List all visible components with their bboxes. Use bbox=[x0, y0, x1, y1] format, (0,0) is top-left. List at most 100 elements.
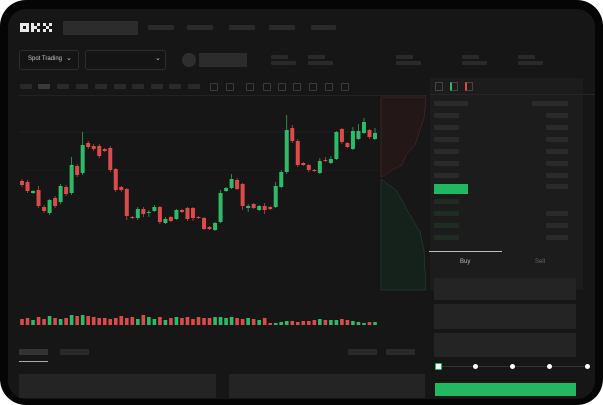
orderbook-both-icon[interactable] bbox=[435, 82, 443, 91]
timeframe-button[interactable] bbox=[151, 84, 163, 89]
candle bbox=[312, 170, 317, 171]
active-tab-underline bbox=[19, 361, 48, 362]
search-placeholder[interactable] bbox=[63, 21, 138, 35]
timeframe-button[interactable] bbox=[57, 84, 69, 89]
volume-bar bbox=[191, 319, 195, 325]
market-type-label: Spot Trading bbox=[28, 56, 63, 62]
candle bbox=[31, 191, 36, 193]
volume-bar bbox=[345, 320, 350, 325]
nav-item[interactable] bbox=[148, 25, 174, 30]
volume-bar bbox=[218, 317, 223, 325]
filter-button[interactable] bbox=[348, 349, 377, 355]
stat-value bbox=[396, 61, 421, 65]
volume-bar bbox=[91, 317, 96, 325]
line-icon[interactable] bbox=[278, 83, 286, 91]
candle bbox=[306, 165, 311, 170]
candle bbox=[53, 198, 58, 206]
candle bbox=[124, 189, 129, 216]
nav-item[interactable] bbox=[187, 25, 213, 30]
tab-open-orders[interactable] bbox=[19, 349, 48, 355]
volume-bar bbox=[136, 319, 140, 325]
filter-button[interactable] bbox=[386, 349, 415, 355]
timeframe-button[interactable] bbox=[114, 84, 126, 89]
timeframe-button[interactable] bbox=[76, 84, 88, 89]
ask-price[interactable] bbox=[434, 125, 459, 130]
candle bbox=[135, 209, 140, 218]
market-type-dropdown[interactable]: Spot Trading ⌄ bbox=[19, 50, 79, 70]
volume-bar bbox=[64, 318, 68, 325]
buy-submit-button[interactable] bbox=[435, 383, 576, 396]
pair-dropdown[interactable]: ⌄ bbox=[85, 50, 166, 70]
candle bbox=[328, 159, 333, 163]
volume-bar bbox=[75, 316, 79, 325]
nav-item[interactable] bbox=[229, 25, 255, 30]
chevron-down-icon: ⌄ bbox=[155, 55, 161, 62]
candle bbox=[185, 208, 190, 219]
ask-price[interactable] bbox=[434, 173, 459, 178]
volume-bar bbox=[373, 322, 377, 325]
slider-stop[interactable] bbox=[472, 363, 478, 369]
volume-bar bbox=[152, 319, 157, 325]
candle bbox=[218, 193, 223, 222]
ask-amount bbox=[546, 173, 568, 178]
ask-amount bbox=[546, 125, 568, 130]
volume-bar bbox=[279, 322, 284, 325]
ask-price[interactable] bbox=[434, 161, 459, 166]
bid-price[interactable] bbox=[434, 223, 459, 228]
stat-value bbox=[518, 61, 543, 65]
timeframe-button[interactable] bbox=[20, 84, 32, 89]
bid-price[interactable] bbox=[434, 199, 459, 204]
ruler-icon[interactable] bbox=[293, 83, 301, 91]
volume-bar bbox=[273, 323, 278, 325]
assets-card bbox=[229, 374, 425, 398]
stat-label bbox=[396, 55, 413, 59]
volume-bar bbox=[47, 316, 52, 325]
timeframe-button[interactable] bbox=[132, 84, 144, 89]
timeframe-button[interactable] bbox=[38, 84, 50, 89]
volume-bar bbox=[307, 321, 311, 325]
indicator-icon[interactable] bbox=[210, 83, 218, 91]
tab-buy[interactable]: Buy bbox=[460, 259, 471, 265]
orderbook-bids-icon[interactable] bbox=[450, 82, 458, 91]
volume-bar bbox=[246, 318, 250, 325]
slider-stop[interactable] bbox=[510, 363, 515, 369]
camera-icon[interactable] bbox=[309, 83, 317, 91]
nav-item[interactable] bbox=[269, 25, 295, 30]
volume-bar bbox=[290, 321, 295, 325]
candle bbox=[246, 206, 251, 208]
timeframe-button[interactable] bbox=[169, 84, 181, 89]
draw-icon[interactable] bbox=[246, 83, 254, 91]
bid-price[interactable] bbox=[434, 235, 459, 240]
candle bbox=[102, 149, 107, 151]
mark-price bbox=[546, 184, 568, 189]
candle bbox=[345, 143, 350, 147]
price-input[interactable] bbox=[434, 278, 576, 300]
ask-price[interactable] bbox=[434, 149, 459, 154]
slider-stop[interactable] bbox=[584, 363, 590, 369]
chevron-down-icon[interactable] bbox=[226, 83, 234, 91]
tab-sell[interactable]: Sell bbox=[535, 259, 546, 265]
ask-price[interactable] bbox=[434, 137, 459, 142]
timeframe-button[interactable] bbox=[188, 84, 200, 89]
candle bbox=[91, 146, 96, 149]
volume-bar bbox=[36, 317, 41, 325]
orderbook-asks-icon[interactable] bbox=[465, 82, 473, 91]
nav-item[interactable] bbox=[311, 25, 336, 30]
volume-bar bbox=[196, 317, 201, 325]
timeframe-button[interactable] bbox=[95, 84, 107, 89]
slider-stop[interactable] bbox=[547, 363, 553, 369]
fullscreen-icon[interactable] bbox=[341, 83, 349, 91]
slider-handle[interactable] bbox=[434, 362, 442, 370]
candle bbox=[141, 209, 146, 214]
candle bbox=[224, 188, 229, 191]
total-input[interactable] bbox=[434, 333, 576, 357]
bid-amount bbox=[546, 223, 568, 228]
amount-input[interactable] bbox=[434, 304, 576, 329]
tab-order-history[interactable] bbox=[60, 349, 89, 355]
volume-bar bbox=[174, 317, 179, 325]
settings-icon[interactable] bbox=[325, 83, 333, 91]
ask-price[interactable] bbox=[434, 113, 459, 118]
bid-price[interactable] bbox=[434, 211, 459, 216]
chevron-down-icon[interactable] bbox=[263, 83, 271, 91]
